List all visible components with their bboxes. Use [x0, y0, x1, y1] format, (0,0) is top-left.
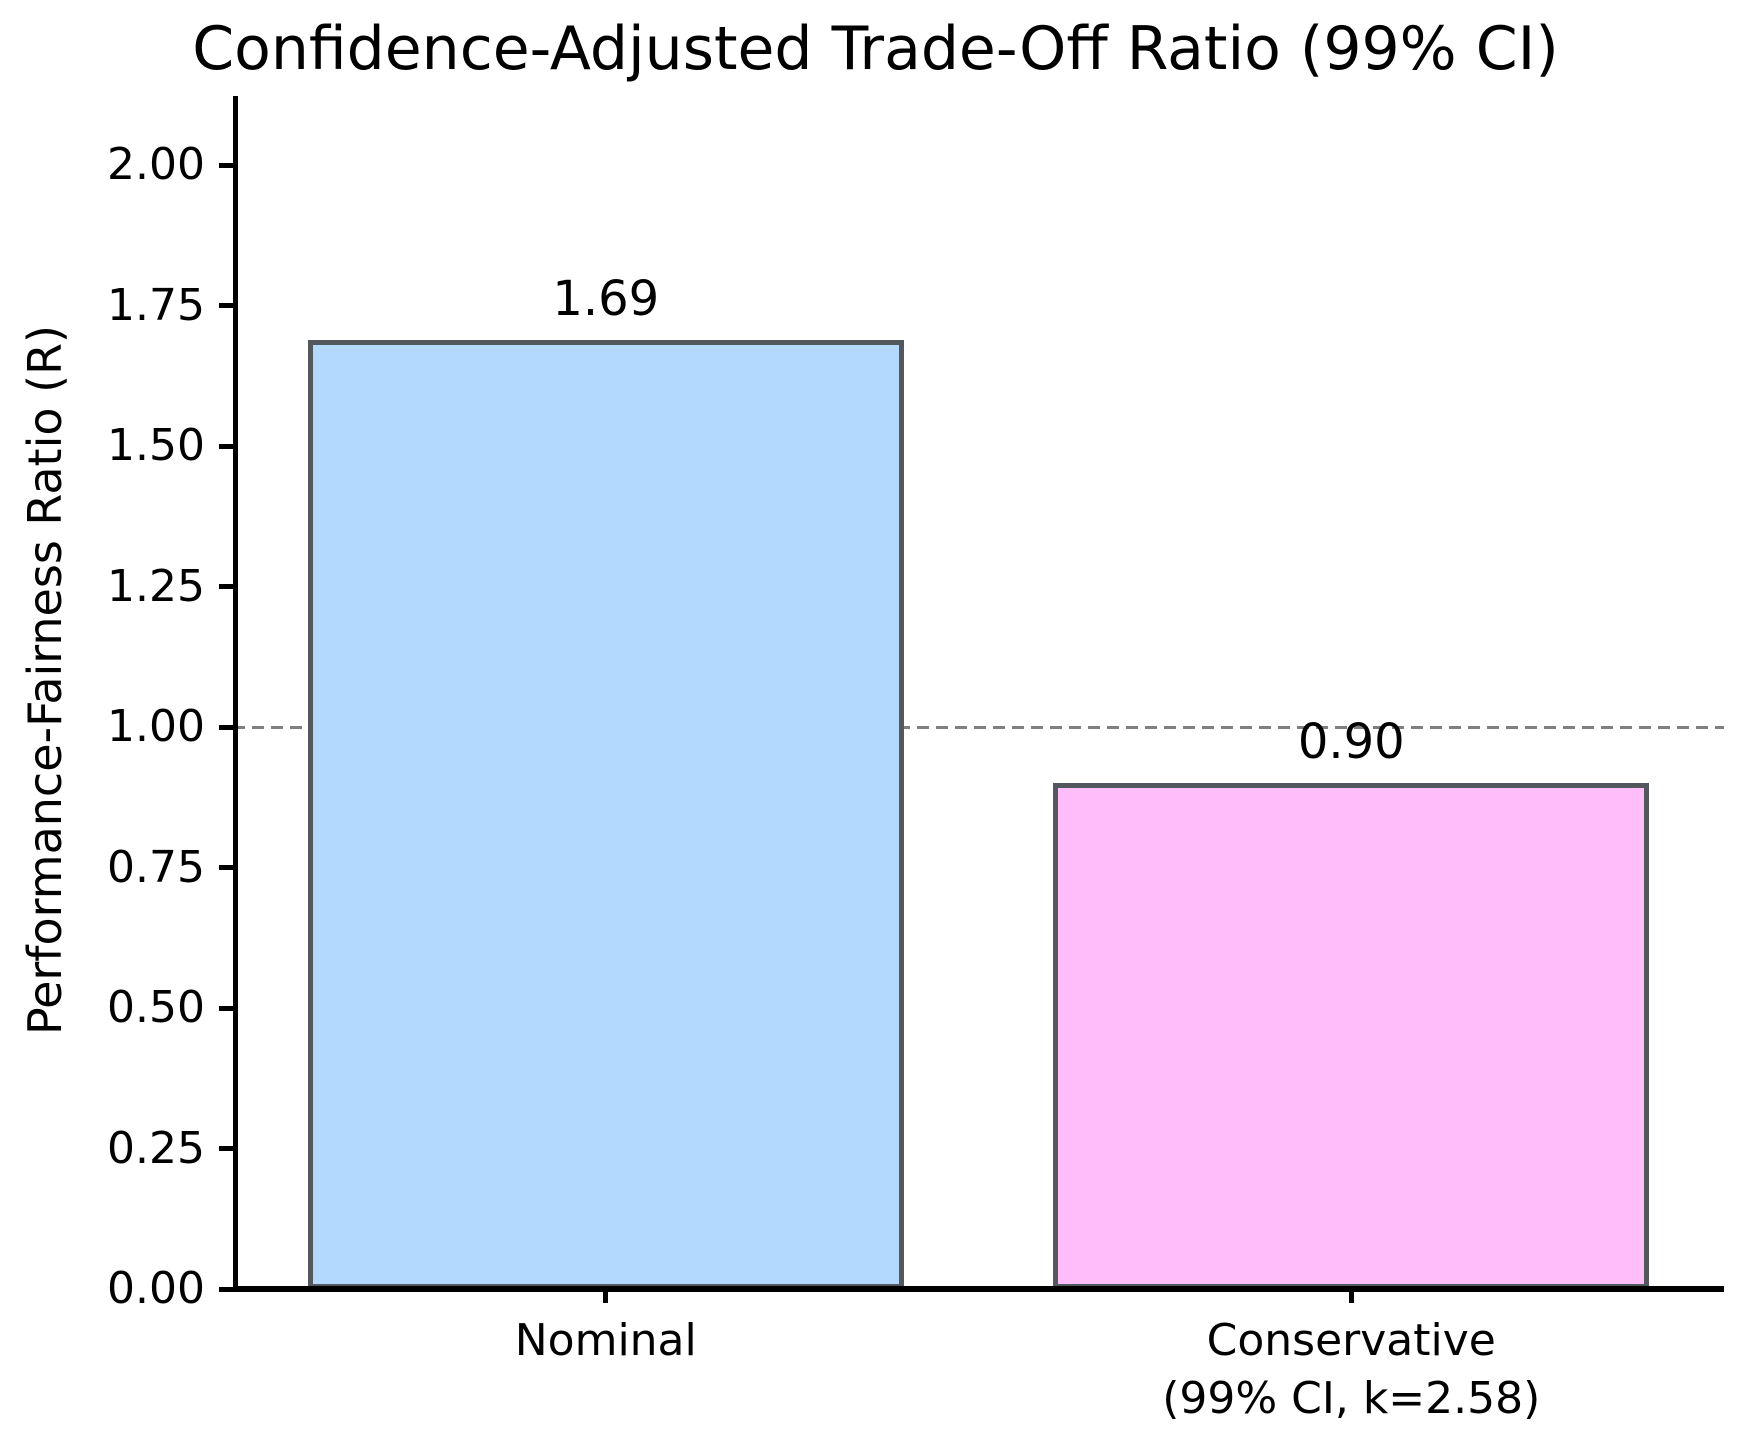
- y-axis-spine: [233, 96, 238, 1292]
- y-tick-mark: [219, 1146, 233, 1152]
- reference-line: [233, 726, 1724, 730]
- y-tick-mark: [219, 584, 233, 590]
- y-tick-mark: [219, 724, 233, 730]
- y-tick-label: 1.50: [107, 420, 205, 472]
- bar-conservative: [1053, 783, 1650, 1289]
- y-tick-mark: [219, 162, 233, 168]
- y-tick-label: 0.25: [107, 1122, 205, 1174]
- chart-title: Confidence-Adjusted Trade-Off Ratio (99%…: [192, 14, 1559, 84]
- y-tick-mark: [219, 443, 233, 449]
- y-tick-label: 1.00: [107, 701, 205, 753]
- y-tick-mark: [219, 865, 233, 871]
- bar-value-label-nominal: 1.69: [552, 270, 660, 327]
- y-tick-mark: [219, 303, 233, 309]
- y-tick-label: 0.50: [107, 982, 205, 1034]
- x-tick-label-conservative: Conservative (99% CI, k=2.58): [1162, 1315, 1541, 1424]
- x-axis-spine: [233, 1286, 1724, 1292]
- y-tick-label: 2.00: [107, 139, 205, 191]
- x-tick-mark-conservative: [1348, 1289, 1354, 1303]
- bar-value-label-conservative: 0.90: [1297, 714, 1405, 771]
- y-tick-mark: [219, 1005, 233, 1011]
- y-tick-label: 0.75: [107, 841, 205, 893]
- x-tick-mark-nominal: [603, 1289, 609, 1303]
- y-tick-label: 1.75: [107, 279, 205, 331]
- y-tick-label: 1.25: [107, 560, 205, 612]
- y-tick-label: 0.00: [107, 1263, 205, 1314]
- x-tick-label-nominal: Nominal: [514, 1315, 697, 1366]
- y-tick-mark: [219, 1286, 233, 1292]
- bar-nominal: [307, 339, 904, 1289]
